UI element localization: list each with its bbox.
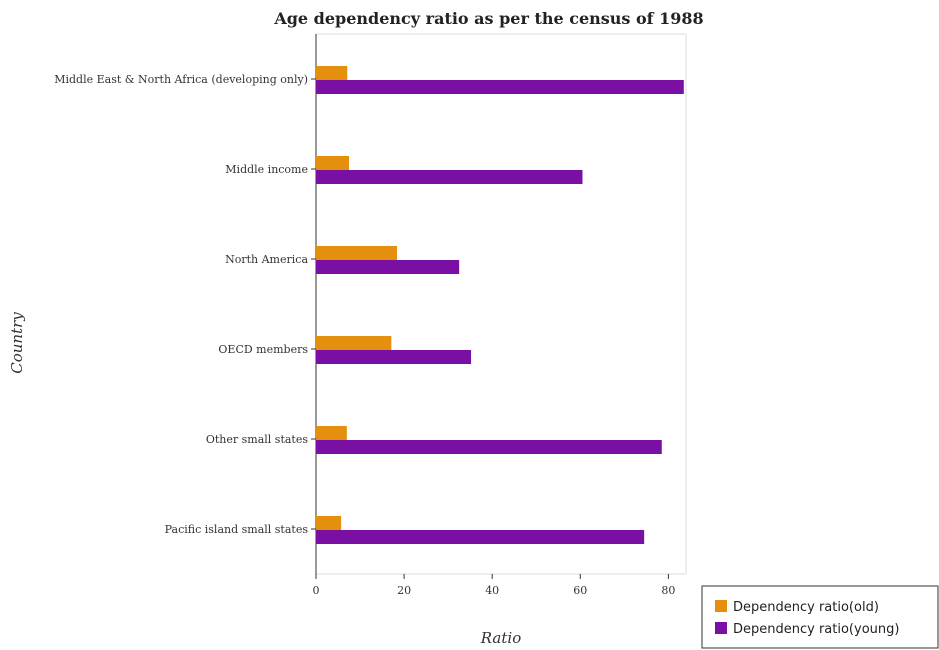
bar-young xyxy=(316,530,645,544)
bar-young xyxy=(316,440,662,454)
y-tick-label: Pacific island small states xyxy=(165,523,309,536)
bars xyxy=(316,66,684,544)
y-axis-label: Country xyxy=(8,312,26,374)
y-tick-label: Middle income xyxy=(225,163,308,176)
x-tick-label: 20 xyxy=(397,584,411,597)
legend-swatch xyxy=(715,622,727,634)
x-tick-label: 60 xyxy=(573,584,587,597)
legend: Dependency ratio(old) Dependency ratio(yo… xyxy=(701,585,939,649)
y-axis-ticks: Middle East & North Africa (developing o… xyxy=(54,73,316,536)
x-tick-label: 80 xyxy=(661,584,675,597)
plot-border xyxy=(315,33,687,575)
bar-old xyxy=(316,156,350,170)
plot-area xyxy=(315,33,687,575)
bar-young xyxy=(316,350,472,364)
x-axis-label: Ratio xyxy=(480,629,521,647)
bar-young xyxy=(316,170,583,184)
bar-young xyxy=(316,80,684,94)
bar-young xyxy=(316,260,460,274)
y-tick-label: Other small states xyxy=(206,433,309,446)
legend-label: Dependency ratio(young) xyxy=(733,622,899,637)
x-axis-ticks: 0 20 40 60 80 xyxy=(313,574,675,597)
legend-box xyxy=(701,585,939,649)
bar-old xyxy=(316,246,398,260)
chart-title: Age dependency ratio as per the census o… xyxy=(273,9,703,28)
y-tick-label: OECD members xyxy=(218,343,308,356)
x-tick-label: 40 xyxy=(485,584,499,597)
bar-old xyxy=(316,426,347,440)
bar-old xyxy=(316,66,348,80)
y-tick-label: Middle East & North Africa (developing o… xyxy=(54,73,308,86)
bar-old xyxy=(316,516,342,530)
legend-swatch xyxy=(715,600,727,612)
legend-label: Dependency ratio(old) xyxy=(733,600,879,615)
y-tick-label: North America xyxy=(225,253,308,266)
bar-old xyxy=(316,336,392,350)
x-tick-label: 0 xyxy=(313,584,320,597)
